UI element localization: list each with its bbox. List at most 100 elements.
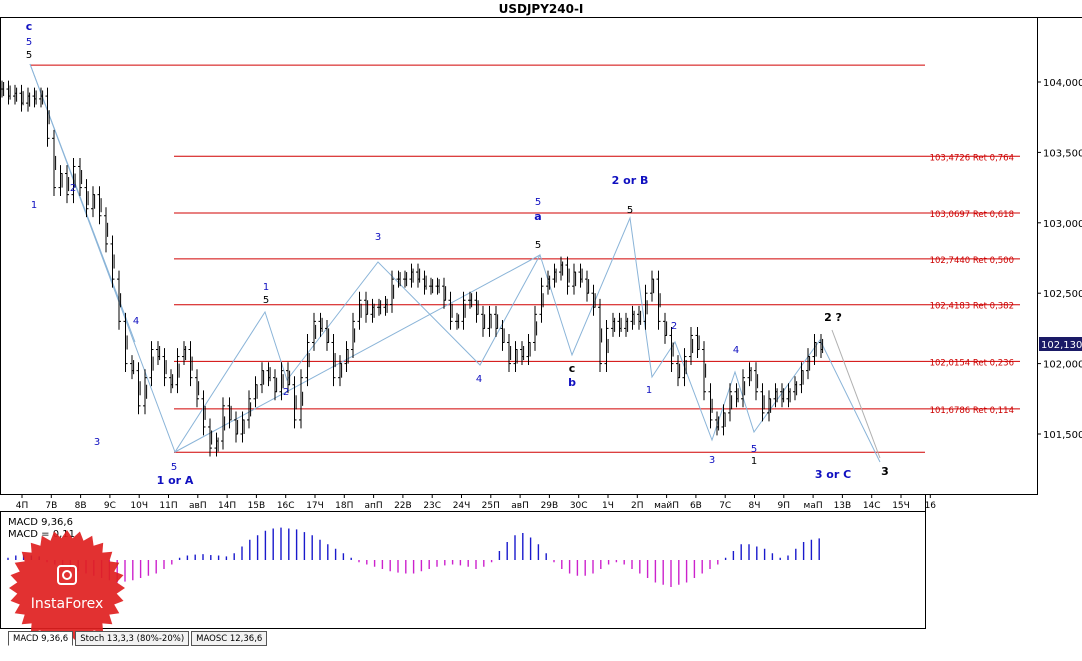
price-tick-label: 102,500 xyxy=(1043,289,1082,300)
price-bar xyxy=(448,291,453,330)
price-bar xyxy=(656,270,661,330)
wave-label: 4 xyxy=(476,374,482,385)
price-bar xyxy=(507,334,511,373)
time-tick-label: 7С xyxy=(719,501,731,511)
price-bar xyxy=(728,383,732,422)
wave-label: a xyxy=(534,210,541,223)
price-bar xyxy=(305,334,310,387)
price-bar xyxy=(110,235,115,288)
price-bar xyxy=(760,383,765,422)
time-tick-label: 17Ч xyxy=(306,501,324,511)
wave-label: 3 xyxy=(94,437,100,448)
current-price-label: 102,130 xyxy=(1041,340,1082,351)
price-bar xyxy=(188,341,193,387)
price-bar xyxy=(123,312,128,373)
macd-value: MACD = 0,11 xyxy=(8,529,75,540)
price-bar xyxy=(682,348,687,387)
wave-label: 5 xyxy=(627,205,633,216)
tab-stoch[interactable]: Stoch 13,3,3 (80%-20%) xyxy=(75,631,190,646)
price-bar xyxy=(708,383,713,429)
fib-label: 102,7440 Ret 0,500 xyxy=(930,256,1014,266)
time-tick-label: 4П xyxy=(16,501,29,511)
macd-title: MACD 9,36,6 xyxy=(8,517,73,528)
time-tick-label: 11П xyxy=(159,501,177,511)
price-bar xyxy=(45,87,50,147)
price-bar xyxy=(669,326,674,373)
time-tick-label: авП xyxy=(189,501,207,511)
wave-label: 1 xyxy=(751,456,757,467)
time-tick-label: 9П xyxy=(778,501,791,511)
wave-label: 5 xyxy=(751,444,757,455)
time-tick-label: 2П xyxy=(631,501,644,511)
wave-label: b xyxy=(568,376,576,389)
wave-label: 5 xyxy=(26,37,32,48)
price-bar xyxy=(117,270,121,330)
indicator-tabs: MACD 9,36,6 Stoch 13,3,3 (80%-20%) MAOSC… xyxy=(8,631,268,647)
price-tick-label: 103,500 xyxy=(1043,148,1082,159)
price-bar xyxy=(279,362,284,401)
instaforex-emblem-icon xyxy=(57,565,77,585)
wave-label: 3 xyxy=(375,232,381,243)
wave-label: 1 xyxy=(31,200,37,211)
wave-label: 2 xyxy=(671,321,677,332)
time-tick-label: майП xyxy=(654,501,679,511)
price-bar xyxy=(331,334,336,387)
wave-label: 5 xyxy=(26,50,32,61)
price-bar xyxy=(71,158,76,204)
tab-maosc[interactable]: MAOSC 12,36,6 xyxy=(191,631,268,646)
time-tick-label: авП xyxy=(511,501,529,511)
time-axis: 4П 7В 8В 9С 10Ч 11П авП 14П 15В 16С 17Ч 18П апП 22В 23… xyxy=(16,494,936,511)
price-bar xyxy=(598,298,602,373)
time-tick-label: маП xyxy=(804,501,823,511)
time-tick-label: 16С xyxy=(277,501,295,511)
price-bar xyxy=(52,129,56,197)
time-tick-label: 8В xyxy=(75,501,87,511)
fib-label: 102,0154 Ret 0,236 xyxy=(930,358,1014,368)
wave-label: 5 xyxy=(171,462,177,473)
price-bar xyxy=(539,277,544,323)
time-tick-label: 13В xyxy=(834,501,852,511)
time-tick-label: 8Ч xyxy=(749,501,761,511)
time-tick-label: 18П xyxy=(335,501,353,511)
price-bar xyxy=(84,179,89,218)
price-bar xyxy=(136,362,141,415)
wave-label: c xyxy=(26,20,33,33)
time-tick-label: 14С xyxy=(863,501,881,511)
time-tick-label: 6В xyxy=(690,501,702,511)
price-bar xyxy=(208,418,212,457)
price-axis: 104,000 103,500 103,000 102,500 102,000 101,5… xyxy=(1037,78,1082,441)
price-bar xyxy=(604,319,609,373)
fib-label: 101,6786 Ret 0,114 xyxy=(930,406,1014,416)
current-price-tag: 102,130 xyxy=(1039,337,1082,351)
time-tick-label: 25П xyxy=(482,501,500,511)
wave-label: 1 or A xyxy=(157,474,194,487)
wave-label: 3 or C xyxy=(815,468,851,481)
wave-label: 2 xyxy=(70,183,76,194)
price-bar xyxy=(643,284,648,330)
price-bar xyxy=(702,341,706,401)
price-bar xyxy=(201,390,206,436)
price-bar xyxy=(292,376,297,429)
wave-label: 5 xyxy=(535,197,541,208)
price-bar xyxy=(104,207,108,253)
fib-label: 102,4183 Ret 0,382 xyxy=(930,302,1014,312)
wave-label: 4 xyxy=(133,316,139,327)
price-bar xyxy=(565,256,570,295)
wave-label: 2 ? xyxy=(824,311,842,324)
price-bar xyxy=(357,291,362,330)
wave-label: 3 xyxy=(881,465,889,478)
tab-macd[interactable]: MACD 9,36,6 xyxy=(8,631,74,646)
price-bar xyxy=(312,312,316,351)
elliott-wave-path xyxy=(29,63,881,463)
price-bar xyxy=(78,158,82,197)
price-tick-label: 101,500 xyxy=(1043,430,1082,441)
time-tick-label: 14П xyxy=(218,501,236,511)
time-tick-label: 15В xyxy=(248,501,266,511)
price-bar xyxy=(390,270,394,313)
wave-label: 3 xyxy=(709,455,715,466)
time-tick-label: апП xyxy=(365,501,383,511)
time-tick-label: 24Ч xyxy=(453,501,471,511)
price-bar xyxy=(533,305,537,351)
